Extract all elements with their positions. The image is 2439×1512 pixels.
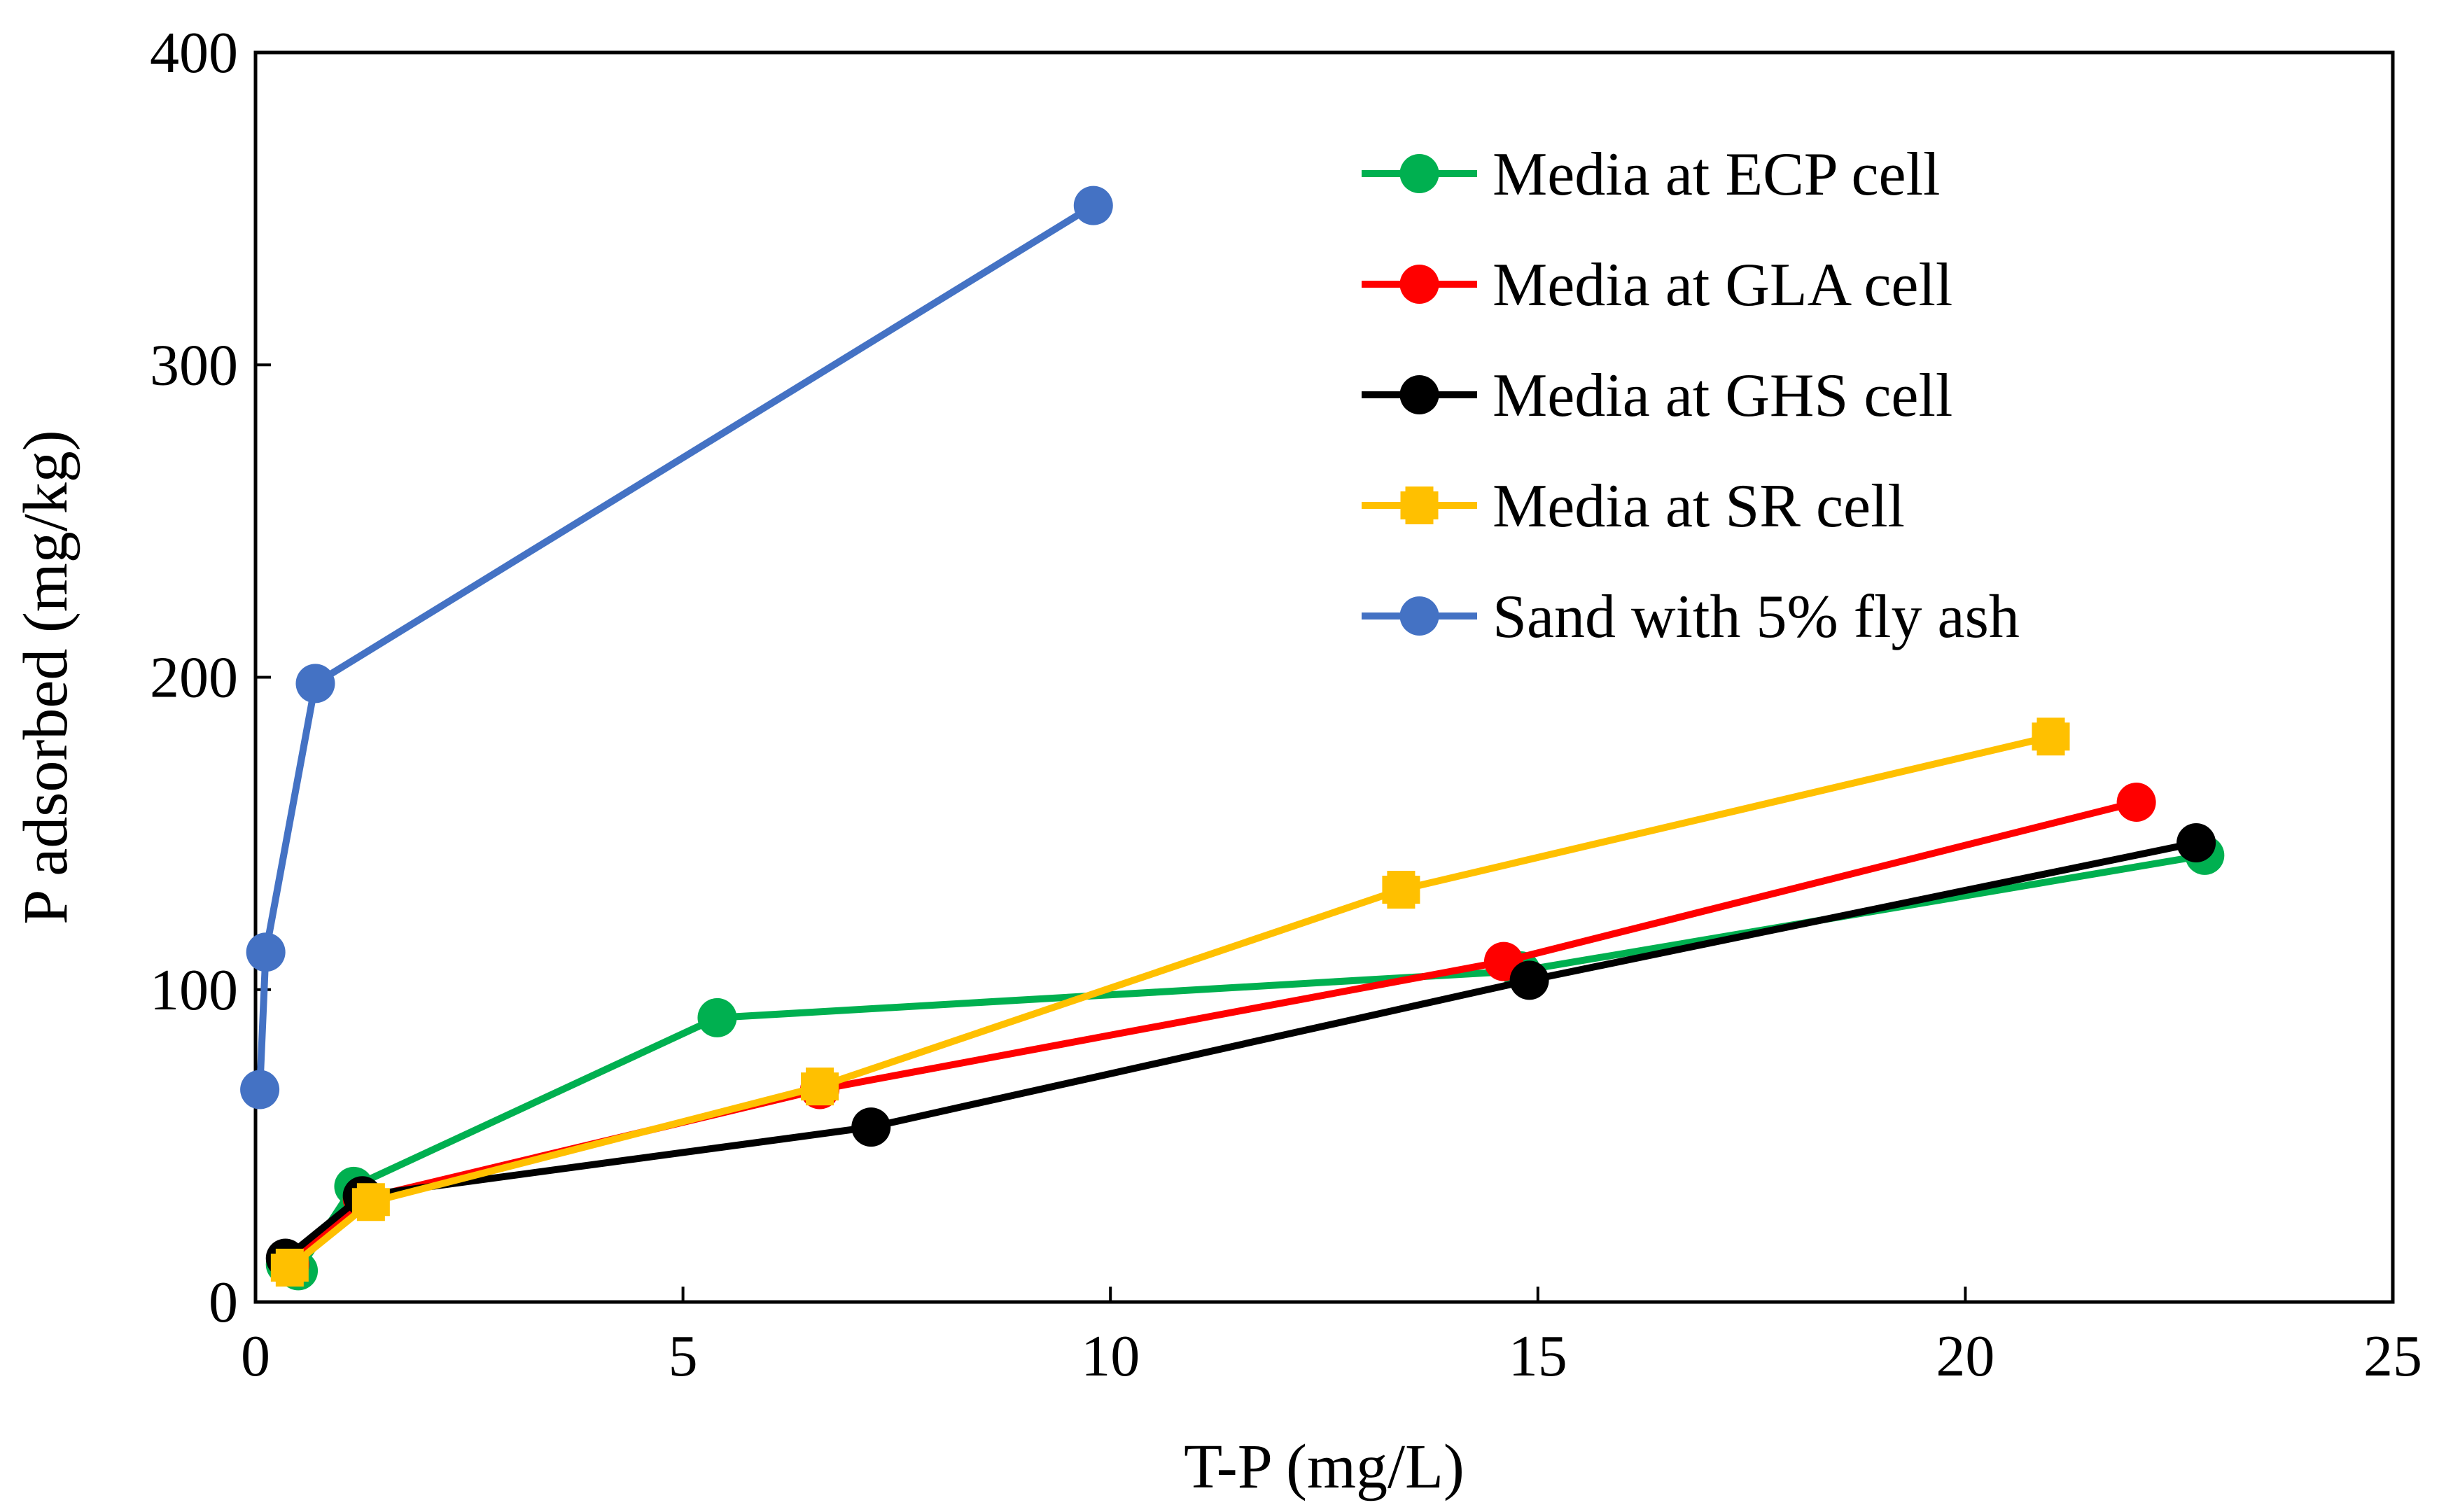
data-point <box>2032 718 2070 756</box>
x-tick-label: 5 <box>669 1324 698 1389</box>
y-tick-label: 300 <box>150 332 238 398</box>
series-1 <box>270 783 2156 1284</box>
data-point <box>1382 870 1420 909</box>
x-tick-label: 20 <box>1936 1324 1994 1389</box>
legend-marker <box>1400 486 1439 524</box>
y-axis-title: P adsorbed (mg/kg) <box>11 430 81 925</box>
series-line <box>286 733 2055 1271</box>
series-0 <box>265 835 2225 1291</box>
series-2 <box>265 823 2216 1278</box>
series-line <box>281 839 2200 1262</box>
legend-marker <box>1399 596 1439 636</box>
data-point <box>1073 186 1113 225</box>
data-point <box>240 1070 280 1110</box>
y-tick-label: 0 <box>209 1270 238 1335</box>
data-point <box>800 1068 839 1106</box>
y-tick-label: 100 <box>150 958 238 1023</box>
x-tick-label: 15 <box>1509 1324 1567 1389</box>
legend-label: Media at SR cell <box>1493 472 1905 540</box>
legend-label: Media at GLA cell <box>1493 251 1952 319</box>
y-axis-ticks: 0 100 200 300 400 <box>150 20 271 1335</box>
series-3 <box>270 718 2070 1287</box>
legend-marker <box>1399 154 1439 193</box>
legend-label: Media at GHS cell <box>1493 362 1952 430</box>
data-point <box>851 1107 891 1147</box>
legend-marker <box>1399 265 1439 304</box>
x-axis-title: T-P (mg/L) <box>1184 1432 1465 1502</box>
legend-label: Sand with 5% fly ash <box>1493 583 2020 651</box>
legend-label: Media at ECP cell <box>1493 141 1940 209</box>
legend: Media at ECP cell Media at GLA cell Media … <box>1362 141 2020 651</box>
x-tick-label: 25 <box>2363 1324 2422 1389</box>
data-point <box>697 997 737 1037</box>
series-4 <box>240 186 1113 1110</box>
data-point <box>351 1183 390 1222</box>
plot-area-frame <box>253 50 2395 1304</box>
series-line <box>281 851 2209 1275</box>
y-tick-label: 200 <box>150 645 238 710</box>
data-point <box>295 664 335 704</box>
series-line <box>256 202 1097 1093</box>
data-point <box>1509 960 1549 1000</box>
data-point <box>246 932 286 972</box>
data-point <box>270 1248 309 1287</box>
x-tick-label: 10 <box>1081 1324 1140 1389</box>
series-line <box>286 799 2140 1268</box>
x-axis-ticks: 0 5 10 15 20 25 <box>241 1287 2422 1389</box>
series-layer <box>240 186 2225 1291</box>
x-tick-label: 0 <box>241 1324 270 1389</box>
data-point <box>2176 823 2216 863</box>
data-point <box>2116 783 2156 822</box>
legend-marker <box>1399 375 1439 414</box>
y-tick-label: 400 <box>150 20 238 85</box>
